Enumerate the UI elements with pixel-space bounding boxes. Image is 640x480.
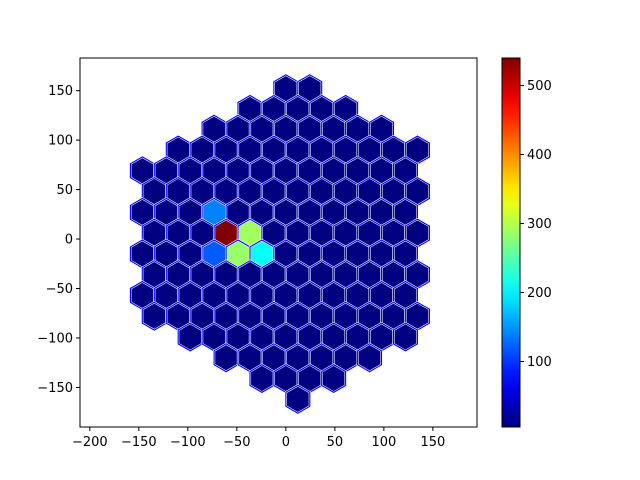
plot-area [129, 73, 431, 415]
colorbar-tick-label: 400 [527, 148, 552, 163]
x-tick-label: −50 [223, 435, 250, 450]
colorbar: 100 200 300 400 500 [501, 57, 552, 428]
hex-cell [284, 384, 311, 415]
plot-frame [79, 57, 478, 428]
y-tick-label: −100 [37, 331, 73, 346]
x-tick-label: −100 [170, 435, 206, 450]
y-tick-label: 0 [65, 233, 73, 248]
colorbar-tick-label: 100 [527, 355, 552, 370]
hex-cell [248, 363, 275, 394]
y-axis: −150 −100 −50 0 50 100 150 [37, 84, 80, 396]
colorbar-scale [501, 57, 521, 428]
x-tick-label: −200 [72, 435, 108, 450]
x-axis: −200 −150 −100 −50 0 50 100 150 [72, 427, 445, 450]
hex-cell-edge [357, 343, 383, 373]
y-tick-label: −150 [37, 381, 73, 396]
y-tick-label: 100 [48, 134, 73, 149]
y-tick-label: 50 [56, 183, 73, 198]
x-tick-label: 100 [371, 435, 396, 450]
hex-cell-edge [285, 384, 311, 414]
hex-cell [356, 342, 383, 373]
x-tick-label: −150 [121, 435, 157, 450]
hex-cell [177, 321, 204, 353]
x-tick-label: 0 [282, 435, 290, 450]
hex-cell-edge [321, 363, 347, 394]
x-tick-label: 150 [420, 435, 445, 450]
hex-cell [392, 321, 419, 353]
hex-cell [213, 342, 240, 373]
y-tick-label: −50 [46, 282, 73, 297]
y-tick-label: 150 [48, 84, 73, 99]
hex-cell [141, 301, 168, 332]
x-tick-label: 50 [327, 435, 344, 450]
hex-cell-edge [392, 322, 418, 352]
colorbar-tick-label: 500 [527, 79, 552, 94]
colorbar-tick-label: 300 [527, 217, 552, 232]
hex-cell [320, 363, 347, 394]
colorbar-tick-label: 200 [527, 286, 552, 301]
